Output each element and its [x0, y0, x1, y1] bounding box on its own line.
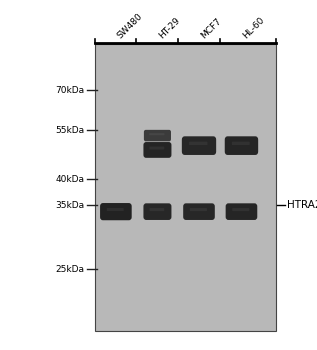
Text: MCF7: MCF7: [199, 16, 223, 40]
Text: 55kDa: 55kDa: [55, 126, 85, 135]
Text: HT-29: HT-29: [158, 16, 182, 40]
Text: HTRA2: HTRA2: [287, 200, 317, 210]
Text: SW480: SW480: [116, 12, 145, 40]
Text: 40kDa: 40kDa: [56, 175, 85, 184]
Text: 70kDa: 70kDa: [55, 86, 85, 95]
Text: 35kDa: 35kDa: [55, 201, 85, 210]
Text: 25kDa: 25kDa: [56, 265, 85, 274]
Text: HL-60: HL-60: [242, 15, 267, 40]
